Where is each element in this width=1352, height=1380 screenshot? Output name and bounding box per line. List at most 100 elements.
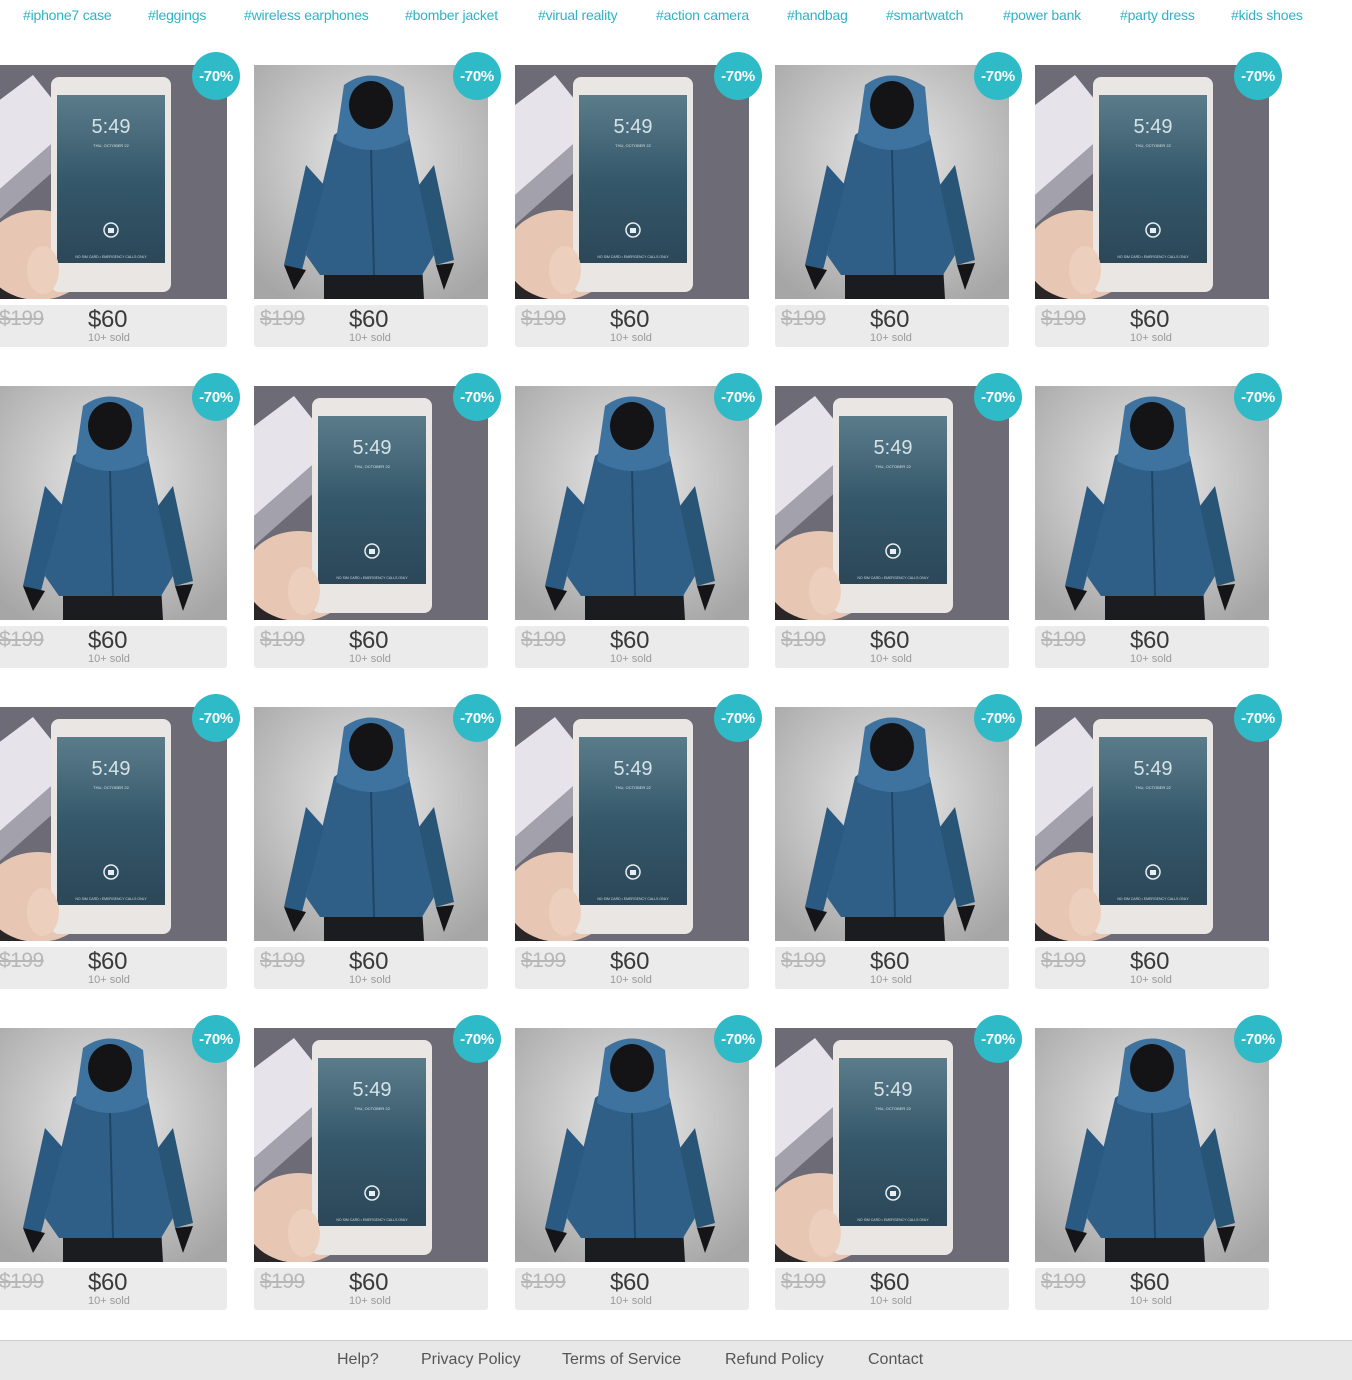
original-price: $199 xyxy=(1041,949,1086,972)
product-thumbnail[interactable]: 5:49 THU, OCTOBER 22 NO SIM CARD • EMERG… xyxy=(0,65,227,299)
svg-text:NO SIM CARD • EMERGENCY CALLS: NO SIM CARD • EMERGENCY CALLS ONLY xyxy=(336,576,408,580)
product-card[interactable]: -70% $199 $60 10+ sold xyxy=(775,52,1022,347)
product-thumbnail[interactable]: 5:49 THU, OCTOBER 22 NO SIM CARD • EMERG… xyxy=(775,1028,1009,1262)
product-thumbnail[interactable]: 5:49 THU, OCTOBER 22 NO SIM CARD • EMERG… xyxy=(254,386,488,620)
sale-price: $60 xyxy=(88,306,128,333)
tag-link[interactable]: #action camera xyxy=(656,7,749,23)
product-image xyxy=(515,386,749,620)
sale-price: $60 xyxy=(349,948,389,975)
product-thumbnail[interactable] xyxy=(775,707,1009,941)
price-bar: $199 $60 10+ sold xyxy=(0,626,227,668)
sale-price: $60 xyxy=(1130,306,1170,333)
contact-link[interactable]: Contact xyxy=(868,1351,924,1368)
product-card[interactable]: -70% $199 $60 10+ sold xyxy=(254,52,501,347)
original-price: $199 xyxy=(1041,1270,1086,1293)
product-thumbnail[interactable] xyxy=(1035,386,1269,620)
product-image xyxy=(515,1028,749,1262)
help-link[interactable]: Help? xyxy=(337,1351,379,1368)
product-thumbnail[interactable] xyxy=(1035,1028,1269,1262)
product-thumbnail[interactable] xyxy=(254,65,488,299)
sold-count: 10+ sold xyxy=(870,974,912,986)
product-thumbnail[interactable]: 5:49 THU, OCTOBER 22 NO SIM CARD • EMERG… xyxy=(1035,65,1269,299)
svg-text:THU, OCTOBER 22: THU, OCTOBER 22 xyxy=(93,785,129,790)
product-card[interactable]: 5:49 THU, OCTOBER 22 NO SIM CARD • EMERG… xyxy=(254,373,501,668)
product-card[interactable]: -70% $199 $60 10+ sold xyxy=(254,694,501,989)
sold-count: 10+ sold xyxy=(610,974,652,986)
sale-price: $60 xyxy=(349,1269,389,1296)
product-thumbnail[interactable]: 5:49 THU, OCTOBER 22 NO SIM CARD • EMERG… xyxy=(515,707,749,941)
product-thumbnail[interactable] xyxy=(254,707,488,941)
svg-text:NO SIM CARD • EMERGENCY CALLS: NO SIM CARD • EMERGENCY CALLS ONLY xyxy=(597,897,669,901)
product-card[interactable]: -70% $199 $60 10+ sold xyxy=(0,373,240,668)
product-card[interactable]: 5:49 THU, OCTOBER 22 NO SIM CARD • EMERG… xyxy=(1035,52,1282,347)
product-card[interactable]: -70% $199 $60 10+ sold xyxy=(515,373,762,668)
sale-price: $60 xyxy=(610,306,650,333)
product-card[interactable]: -70% $199 $60 10+ sold xyxy=(1035,1015,1282,1310)
product-thumbnail[interactable] xyxy=(515,1028,749,1262)
product-thumbnail[interactable] xyxy=(0,386,227,620)
phone-screen-time: 5:49 xyxy=(874,1079,913,1101)
tag-link[interactable]: #handbag xyxy=(787,7,848,23)
tag-link[interactable]: #virual reality xyxy=(538,7,618,23)
product-thumbnail[interactable] xyxy=(0,1028,227,1262)
tag-link[interactable]: #iphone7 case xyxy=(23,7,112,23)
tag-link[interactable]: #party dress xyxy=(1120,7,1195,23)
product-card[interactable]: -70% $199 $60 10+ sold xyxy=(775,694,1022,989)
product-thumbnail[interactable]: 5:49 THU, OCTOBER 22 NO SIM CARD • EMERG… xyxy=(515,65,749,299)
original-price: $199 xyxy=(1041,307,1086,330)
discount-badge: -70% xyxy=(453,694,501,742)
discount-badge: -70% xyxy=(453,52,501,100)
original-price: $199 xyxy=(521,628,566,651)
tag-link[interactable]: #power bank xyxy=(1003,7,1081,23)
price-bar: $199 $60 10+ sold xyxy=(515,305,749,347)
tag-link[interactable]: #bomber jacket xyxy=(405,7,498,23)
tag-link[interactable]: #leggings xyxy=(148,7,207,23)
discount-badge: -70% xyxy=(714,1015,762,1063)
product-image: 5:49 THU, OCTOBER 22 NO SIM CARD • EMERG… xyxy=(0,65,227,299)
product-thumbnail[interactable]: 5:49 THU, OCTOBER 22 NO SIM CARD • EMERG… xyxy=(775,386,1009,620)
product-thumbnail[interactable]: 5:49 THU, OCTOBER 22 NO SIM CARD • EMERG… xyxy=(254,1028,488,1262)
product-card[interactable]: 5:49 THU, OCTOBER 22 NO SIM CARD • EMERG… xyxy=(254,1015,501,1310)
tag-link[interactable]: #kids shoes xyxy=(1231,7,1303,23)
product-thumbnail[interactable]: 5:49 THU, OCTOBER 22 NO SIM CARD • EMERG… xyxy=(0,707,227,941)
phone-screen-time: 5:49 xyxy=(92,758,131,780)
refund-policy-link[interactable]: Refund Policy xyxy=(725,1351,824,1368)
sold-count: 10+ sold xyxy=(610,332,652,344)
tag-link[interactable]: #smartwatch xyxy=(886,7,964,23)
product-thumbnail[interactable] xyxy=(515,386,749,620)
phone-screen-time: 5:49 xyxy=(614,758,653,780)
product-card[interactable]: -70% $199 $60 10+ sold xyxy=(1035,373,1282,668)
product-thumbnail[interactable] xyxy=(775,65,1009,299)
product-card[interactable]: -70% $199 $60 10+ sold xyxy=(0,1015,240,1310)
sale-price: $60 xyxy=(1130,1269,1170,1296)
discount-badge: -70% xyxy=(714,694,762,742)
price-bar: $199 $60 10+ sold xyxy=(1035,305,1269,347)
discount-badge: -70% xyxy=(192,694,240,742)
discount-badge: -70% xyxy=(453,1015,501,1063)
terms-of-service-link[interactable]: Terms of Service xyxy=(562,1351,682,1368)
price-bar: $199 $60 10+ sold xyxy=(515,626,749,668)
phone-screen-time: 5:49 xyxy=(92,116,131,138)
product-card[interactable]: 5:49 THU, OCTOBER 22 NO SIM CARD • EMERG… xyxy=(0,694,240,989)
product-card[interactable]: 5:49 THU, OCTOBER 22 NO SIM CARD • EMERG… xyxy=(1035,694,1282,989)
product-card[interactable]: 5:49 THU, OCTOBER 22 NO SIM CARD • EMERG… xyxy=(775,373,1022,668)
product-card[interactable]: 5:49 THU, OCTOBER 22 NO SIM CARD • EMERG… xyxy=(515,694,762,989)
price-bar: $199 $60 10+ sold xyxy=(254,1268,488,1310)
price-bar: $199 $60 10+ sold xyxy=(1035,626,1269,668)
product-thumbnail[interactable]: 5:49 THU, OCTOBER 22 NO SIM CARD • EMERG… xyxy=(1035,707,1269,941)
product-card[interactable]: 5:49 THU, OCTOBER 22 NO SIM CARD • EMERG… xyxy=(515,52,762,347)
svg-text:NO SIM CARD • EMERGENCY CALLS: NO SIM CARD • EMERGENCY CALLS ONLY xyxy=(1117,255,1189,259)
tag-link[interactable]: #wireless earphones xyxy=(244,7,369,23)
price-bar: $199 $60 10+ sold xyxy=(515,947,749,989)
discount-badge: -70% xyxy=(1234,373,1282,421)
discount-badge: -70% xyxy=(192,1015,240,1063)
product-card[interactable]: -70% $199 $60 10+ sold xyxy=(515,1015,762,1310)
svg-text:NO SIM CARD • EMERGENCY CALLS: NO SIM CARD • EMERGENCY CALLS ONLY xyxy=(75,255,147,259)
sold-count: 10+ sold xyxy=(88,1295,130,1307)
discount-badge: -70% xyxy=(974,373,1022,421)
discount-badge: -70% xyxy=(714,52,762,100)
product-card[interactable]: 5:49 THU, OCTOBER 22 NO SIM CARD • EMERG… xyxy=(775,1015,1022,1310)
product-card[interactable]: 5:49 THU, OCTOBER 22 NO SIM CARD • EMERG… xyxy=(0,52,240,347)
privacy-policy-link[interactable]: Privacy Policy xyxy=(421,1351,521,1368)
price-bar: $199 $60 10+ sold xyxy=(515,1268,749,1310)
